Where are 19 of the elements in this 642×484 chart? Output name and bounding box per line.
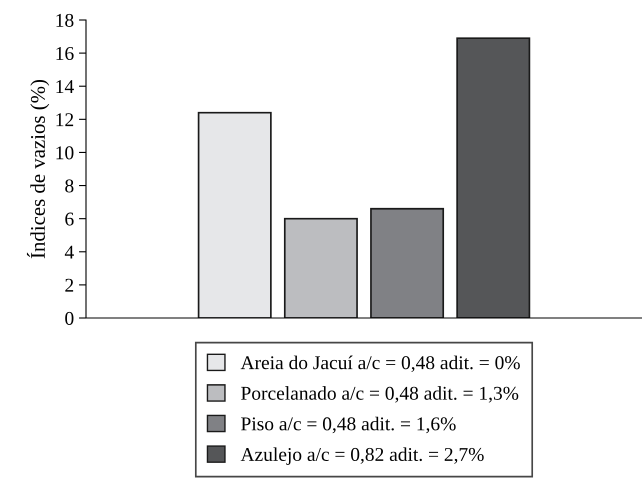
- y-tick-label: 18: [56, 14, 74, 27]
- bar: [284, 218, 358, 318]
- legend-label: Piso a/c = 0,48 adit. = 1,6%: [241, 416, 456, 434]
- y-tick-label: 6: [65, 212, 74, 226]
- y-tick-label: 12: [56, 113, 74, 126]
- y-tick-label: 10: [56, 146, 74, 160]
- y-tick-label: 16: [56, 46, 74, 60]
- legend-label: Porcelanado a/c = 0,48 adit. = 1,3%: [241, 386, 518, 403]
- y-tick-label: 8: [65, 179, 74, 192]
- y-axis-title: Índices de vazios (%): [26, 80, 50, 258]
- bar: [198, 112, 272, 318]
- legend-label: Azulejo a/c = 0,82 adit. = 2,7%: [240, 447, 484, 465]
- legend-label: Areia do Jacuí a/c = 0,48 adit. = 0%: [240, 356, 520, 372]
- y-tick-label: 14: [56, 80, 74, 93]
- y-tick-label: 2: [65, 278, 74, 292]
- bar: [456, 37, 530, 318]
- y-tick-label: 4: [64, 246, 74, 259]
- y-tick-label: 0: [65, 312, 74, 325]
- bar: [370, 208, 444, 318]
